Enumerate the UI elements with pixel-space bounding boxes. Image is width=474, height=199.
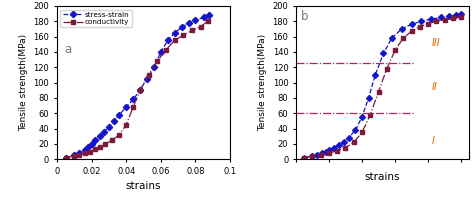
conductivity <box>123 124 129 126</box>
conductivity <box>172 39 178 42</box>
stress-strain <box>101 131 107 134</box>
stress-strain <box>158 51 164 53</box>
stress-strain <box>92 139 98 141</box>
conductivity <box>189 29 195 32</box>
stress-strain <box>97 135 103 137</box>
stress-strain <box>117 114 122 116</box>
stress-strain <box>111 120 117 122</box>
Line: stress-strain: stress-strain <box>64 13 211 160</box>
Y-axis label: Tensile strength(MPa): Tensile strength(MPa) <box>258 34 267 131</box>
stress-strain <box>123 106 129 108</box>
Text: II: II <box>431 82 437 92</box>
conductivity <box>117 134 122 136</box>
conductivity <box>82 152 87 154</box>
Text: a: a <box>64 43 71 57</box>
conductivity <box>181 34 186 36</box>
Y-axis label: Tensile strength(MPa): Tensile strength(MPa) <box>19 34 28 131</box>
stress-strain <box>82 149 87 151</box>
stress-strain <box>85 146 91 148</box>
conductivity <box>72 155 77 157</box>
conductivity <box>137 89 143 92</box>
stress-strain <box>179 26 184 29</box>
stress-strain <box>63 156 68 159</box>
Legend: stress-strain, conductivity: stress-strain, conductivity <box>61 10 132 27</box>
conductivity <box>77 153 82 156</box>
stress-strain <box>192 19 198 21</box>
conductivity <box>87 150 92 153</box>
conductivity <box>198 25 203 28</box>
stress-strain <box>172 32 178 34</box>
stress-strain <box>106 126 112 128</box>
stress-strain <box>77 152 82 154</box>
conductivity <box>205 20 210 22</box>
stress-strain <box>186 22 191 24</box>
conductivity <box>92 148 98 150</box>
Text: I: I <box>431 136 434 146</box>
Text: III: III <box>431 38 440 48</box>
X-axis label: strains: strains <box>126 181 161 191</box>
conductivity <box>97 146 103 148</box>
stress-strain <box>137 89 143 92</box>
stress-strain <box>151 66 157 68</box>
conductivity <box>155 60 160 62</box>
stress-strain <box>89 143 94 145</box>
stress-strain <box>165 39 171 42</box>
Text: b: b <box>301 10 309 23</box>
conductivity <box>102 143 108 145</box>
stress-strain <box>207 14 212 16</box>
conductivity <box>130 106 136 108</box>
stress-strain <box>201 16 207 19</box>
X-axis label: strains: strains <box>365 172 401 182</box>
stress-strain <box>72 154 77 157</box>
conductivity <box>163 48 169 51</box>
stress-strain <box>130 98 136 101</box>
conductivity <box>109 139 115 141</box>
Line: conductivity: conductivity <box>64 19 210 160</box>
stress-strain <box>144 78 150 80</box>
conductivity <box>146 74 152 76</box>
conductivity <box>63 156 68 159</box>
